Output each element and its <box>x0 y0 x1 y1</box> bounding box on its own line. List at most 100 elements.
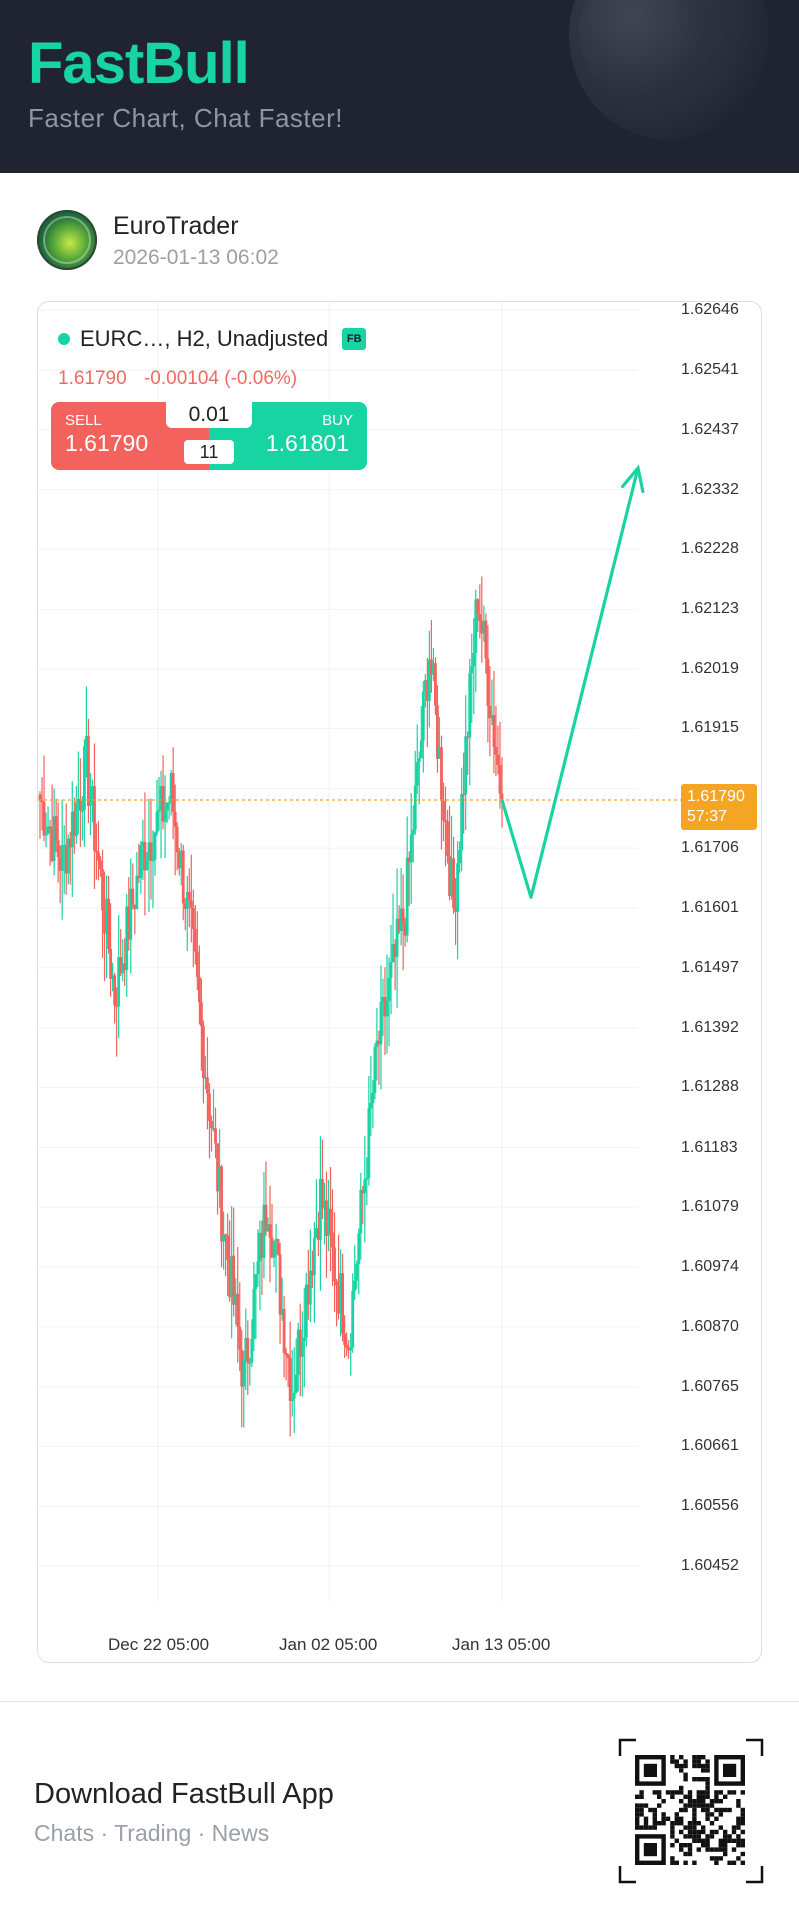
qr-module <box>670 1755 675 1760</box>
symbol-meta: , H2, Unadjusted <box>164 326 329 351</box>
qr-module <box>670 1860 675 1865</box>
price-chart[interactable] <box>38 302 762 1663</box>
candle-body <box>413 785 417 830</box>
qr-module <box>670 1790 675 1795</box>
candle-body <box>238 1326 242 1350</box>
y-tick-label: 1.60870 <box>681 1317 739 1335</box>
candle-body <box>492 715 496 748</box>
candle-body <box>252 1288 256 1339</box>
candle-body <box>181 850 185 904</box>
quote-row: 1.61790 -0.00104 (-0.06%) <box>58 368 309 390</box>
qr-module <box>736 1856 741 1861</box>
qr-module <box>718 1838 723 1843</box>
bar-countdown: 57:37 <box>687 808 728 825</box>
qr-module <box>692 1821 697 1826</box>
candle-body <box>458 849 462 864</box>
candle-body <box>306 1284 310 1305</box>
qr-module <box>679 1843 684 1848</box>
qr-module <box>635 1803 640 1808</box>
candle-body <box>131 888 135 905</box>
qr-module <box>687 1847 693 1852</box>
qr-module <box>696 1834 701 1839</box>
symbol-name[interactable]: EURC… <box>80 326 165 351</box>
candle-body <box>462 793 466 796</box>
username[interactable]: EuroTrader <box>113 212 239 240</box>
qr-module <box>657 1790 662 1795</box>
qr-module <box>639 1807 644 1813</box>
qr-module <box>714 1847 719 1852</box>
candle-body <box>369 1103 373 1109</box>
candle-body <box>500 793 504 801</box>
candle-body <box>474 599 478 654</box>
qr-module <box>648 1807 653 1813</box>
qr-module <box>701 1768 706 1773</box>
qr-module <box>657 1803 662 1808</box>
qr-module <box>701 1825 706 1830</box>
candle-body <box>327 1208 330 1236</box>
qr-module <box>652 1807 657 1813</box>
buy-price: 1.61801 <box>265 430 349 456</box>
avatar[interactable] <box>37 210 97 270</box>
qr-module <box>705 1803 710 1808</box>
qr-module <box>683 1794 688 1799</box>
candle-body <box>480 620 484 634</box>
candle-body <box>80 810 84 812</box>
qr-module <box>692 1763 697 1769</box>
qr-module <box>683 1772 688 1777</box>
candle-body <box>234 1293 238 1305</box>
x-tick-label: Jan 02 05:00 <box>279 1635 378 1654</box>
qr-module <box>687 1799 693 1804</box>
candle-body <box>179 850 183 869</box>
candle-body <box>103 910 106 934</box>
chart-card[interactable]: EURC… , H2, Unadjusted FB 1.61790 -0.001… <box>37 301 762 1663</box>
qr-module <box>635 1794 640 1799</box>
candle-body <box>206 1077 209 1094</box>
candle-body <box>157 809 161 812</box>
qr-module <box>705 1812 710 1817</box>
qr-module <box>674 1821 679 1826</box>
candle-body <box>210 1120 213 1129</box>
candle-body <box>498 765 502 794</box>
candle-body <box>448 856 451 896</box>
candle-body <box>40 800 44 803</box>
qr-module <box>736 1816 741 1821</box>
status-dot-icon <box>58 333 70 345</box>
candle-body <box>401 908 405 923</box>
download-title[interactable]: Download FastBull App <box>34 1778 334 1810</box>
qr-module <box>705 1807 710 1813</box>
qr-module <box>714 1807 719 1813</box>
last-price: 1.61790 <box>58 368 127 389</box>
candle-body <box>117 957 121 1007</box>
qr-module <box>736 1834 741 1839</box>
y-tick-label: 1.61915 <box>681 719 739 737</box>
qr-code-icon[interactable] <box>618 1738 764 1884</box>
candle-body <box>177 852 181 869</box>
qr-module <box>696 1794 701 1799</box>
qr-module <box>687 1829 693 1835</box>
qr-module <box>674 1812 679 1817</box>
candle-body <box>42 801 46 836</box>
qr-module <box>639 1794 644 1799</box>
y-tick-label: 1.61601 <box>681 899 739 917</box>
candle-body <box>107 898 110 950</box>
candle-body <box>58 857 62 871</box>
candle-body <box>288 1357 292 1401</box>
qr-module <box>679 1785 684 1791</box>
candle-body <box>349 1347 353 1351</box>
candle-body <box>93 786 96 851</box>
candle-body <box>155 811 159 833</box>
candle-body <box>97 852 100 861</box>
qr-module <box>727 1834 732 1839</box>
candle-body <box>169 772 173 803</box>
qr-module <box>727 1790 732 1795</box>
candle-body <box>397 918 401 931</box>
qr-module <box>696 1763 701 1769</box>
qr-finder-core <box>643 1763 657 1777</box>
candle-body <box>76 798 80 803</box>
candle-body <box>54 816 58 841</box>
qr-module <box>674 1816 679 1821</box>
qr-module <box>670 1856 675 1861</box>
qr-module <box>718 1790 723 1795</box>
quantity-input[interactable]: 0.01 <box>166 402 252 428</box>
candle-body <box>137 875 141 879</box>
